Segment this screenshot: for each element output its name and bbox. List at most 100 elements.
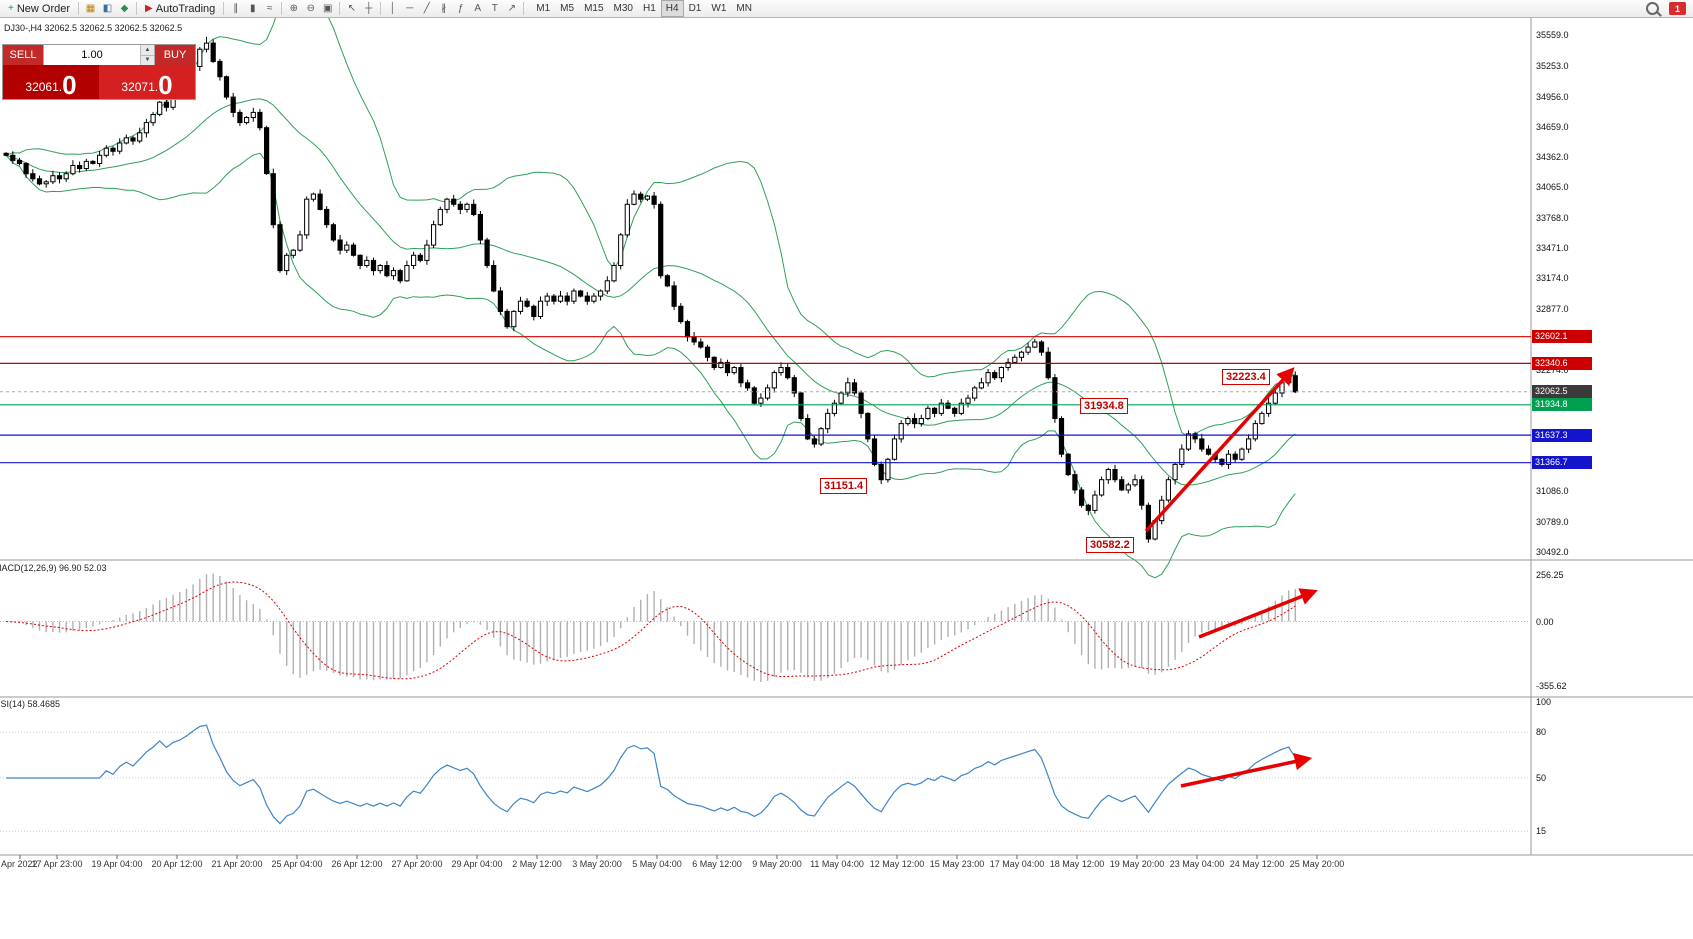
price-annotation[interactable]: 31151.4 — [820, 478, 868, 494]
timeframe-h4[interactable]: H4 — [660, 0, 684, 17]
chart-area: DJ30-,H4 32062.5 32062.5 32062.5 32062.5… — [0, 18, 1693, 939]
macd-scale-tick: -355.62 — [1536, 681, 1567, 691]
text-label-icon-glyph: T — [491, 2, 498, 14]
charts-grid-icon[interactable]: ▦ — [82, 1, 99, 16]
toolbar-separator — [523, 2, 525, 15]
autotrading-button-label: AutoTrading — [155, 2, 216, 15]
volume-up-button[interactable]: ▲ — [141, 45, 154, 55]
volume-input[interactable] — [44, 45, 140, 65]
line-chart-icon-glyph: ≈ — [267, 2, 273, 14]
timeframe-buttons: M1 M5 M15 M30 H1 H4 D1 W1 MN — [531, 0, 757, 17]
time-axis-label: 15 May 23:00 — [929, 859, 985, 869]
price-level-label: 31637.3 — [1532, 428, 1592, 442]
text-label-icon[interactable]: T — [486, 1, 503, 16]
search-icon[interactable] — [1646, 2, 1659, 15]
price-tick: 31086.0 — [1536, 486, 1569, 497]
sell-button[interactable]: 32061. 0 — [3, 65, 99, 99]
text-icon[interactable]: A — [469, 1, 486, 16]
data-window-icon[interactable]: ◆ — [116, 1, 133, 16]
candlestick-chart-icon[interactable]: ▮ — [244, 1, 261, 16]
buy-tab[interactable]: BUY — [155, 45, 195, 65]
fibonacci-icon[interactable]: ƒ — [452, 1, 469, 16]
timeframe-h1[interactable]: H1 — [642, 3, 656, 14]
autotrading-button[interactable]: ▶ AutoTrading — [140, 1, 220, 17]
price-tick: 34065.0 — [1536, 182, 1569, 193]
buy-price-text: 32071. — [121, 80, 159, 94]
time-axis-label: 25 Apr 04:00 — [271, 859, 323, 869]
price-level-label: 32602.1 — [1532, 330, 1592, 344]
price-annotation[interactable]: 30582.2 — [1086, 537, 1134, 553]
charts-canvas[interactable] — [0, 18, 1693, 863]
timeframe-d1[interactable]: D1 — [688, 3, 702, 14]
buy-button[interactable]: 32071. 0 — [99, 65, 195, 99]
tile-windows-icon[interactable]: ▣ — [319, 1, 336, 16]
time-axis-label: Apr 2022 — [1, 859, 38, 869]
sell-tab[interactable]: SELL — [3, 45, 43, 65]
volume-down-button[interactable]: ▼ — [141, 54, 154, 65]
timeframe-m1[interactable]: M1 — [536, 3, 551, 14]
zoom-out-icon[interactable]: ⊖ — [302, 1, 319, 16]
price-tick: 35253.0 — [1536, 61, 1569, 72]
trendline-icon[interactable]: ╱ — [418, 1, 435, 16]
time-axis-label: 9 May 20:00 — [752, 859, 802, 869]
line-chart-icon[interactable]: ≈ — [261, 1, 278, 16]
zoom-in-icon[interactable]: ⊕ — [285, 1, 302, 16]
price-level-label: 32340.6 — [1532, 356, 1592, 370]
time-axis-label: 18 May 12:00 — [1049, 859, 1105, 869]
cursor-icon[interactable]: ↖ — [343, 1, 360, 16]
time-axis-label: 3 May 20:00 — [572, 859, 622, 869]
toolbar-separator — [136, 2, 138, 15]
time-axis-label: 2 May 12:00 — [512, 859, 562, 869]
time-axis-label: 27 Apr 20:00 — [391, 859, 443, 869]
notification-badge[interactable]: 1 — [1669, 2, 1686, 15]
bar-chart-icon[interactable]: ∥ — [227, 1, 244, 16]
crosshair-icon[interactable]: ┼ — [360, 1, 377, 16]
charts-grid-icon-glyph: ▦ — [85, 2, 96, 14]
macd-scale-tick: 256.25 — [1536, 570, 1564, 580]
zoom-in-icon-glyph: ⊕ — [289, 2, 298, 14]
new-order-button[interactable]: + New Order — [3, 1, 75, 17]
profiles-icon-glyph: ◧ — [102, 2, 113, 14]
time-axis-label: 23 May 04:00 — [1169, 859, 1225, 869]
rsi-indicator-label: RSI(14) 58.4685 — [0, 699, 61, 709]
price-tick: 33768.0 — [1536, 212, 1569, 223]
equidistant-channel-icon[interactable]: ∦ — [435, 1, 452, 16]
rsi-scale-tick: 100 — [1536, 697, 1552, 707]
horizontal-line-icon[interactable]: ─ — [401, 1, 418, 16]
toolbar-separator — [223, 2, 225, 15]
price-annotation[interactable]: 32223.4 — [1222, 369, 1270, 385]
rsi-scale-tick: 15 — [1536, 826, 1547, 837]
toolbar-items: + New Order ▦ ◧ ◆ ▶ AutoTrading ∥ ▮ ≈ ⊕ ⊖ ▣ ↖ ┼ │ ─ ╱ ∦ ƒ A T… — [3, 1, 527, 17]
toolbar-right: 1 — [1646, 2, 1690, 15]
toolbar: + New Order ▦ ◧ ◆ ▶ AutoTrading ∥ ▮ ≈ ⊕ ⊖ ▣ ↖ ┼ │ ─ ╱ ∦ ƒ A T… — [0, 0, 1693, 18]
horizontal-line-icon-glyph: ─ — [406, 2, 414, 14]
fibonacci-icon-glyph: ƒ — [457, 2, 464, 14]
timeframe-m15[interactable]: M15 — [584, 3, 604, 14]
time-axis-label: 11 May 04:00 — [810, 859, 864, 869]
timeframe-w1[interactable]: W1 — [711, 3, 727, 14]
vertical-line-icon-glyph: │ — [389, 2, 396, 14]
cursor-icon-glyph: ↖ — [347, 2, 356, 14]
price-tick: 30789.0 — [1536, 516, 1569, 527]
vertical-line-icon[interactable]: │ — [384, 1, 401, 16]
price-tick: 33174.0 — [1536, 273, 1569, 284]
price-annotation[interactable]: 31934.8 — [1080, 398, 1128, 414]
bar-chart-icon-glyph: ∥ — [233, 2, 239, 14]
timeframe-mn[interactable]: MN — [736, 3, 752, 14]
arrows-tool-icon[interactable]: ↗ — [503, 1, 520, 16]
time-axis-label: 20 Apr 12:00 — [151, 859, 203, 869]
timeframe-m5[interactable]: M5 — [560, 3, 575, 14]
chart-title: DJ30-,H4 32062.5 32062.5 32062.5 32062.5 — [4, 23, 183, 33]
equidistant-channel-icon-glyph: ∦ — [441, 2, 447, 14]
price-level-label: 31366.7 — [1532, 456, 1592, 470]
sell-price-text: 32061. — [25, 80, 63, 94]
toolbar-separator — [380, 2, 382, 15]
price-tick: 34362.0 — [1536, 152, 1569, 163]
timeframe-m30[interactable]: M30 — [613, 3, 633, 14]
time-axis-label: 19 Apr 04:00 — [91, 859, 143, 869]
time-axis-label: 26 Apr 12:00 — [331, 859, 383, 869]
new-order-button-label: New Order — [16, 2, 71, 15]
profiles-icon[interactable]: ◧ — [99, 1, 116, 16]
buy-price-big-digit: 0 — [158, 70, 173, 100]
time-axis-label: 29 Apr 04:00 — [451, 859, 503, 869]
